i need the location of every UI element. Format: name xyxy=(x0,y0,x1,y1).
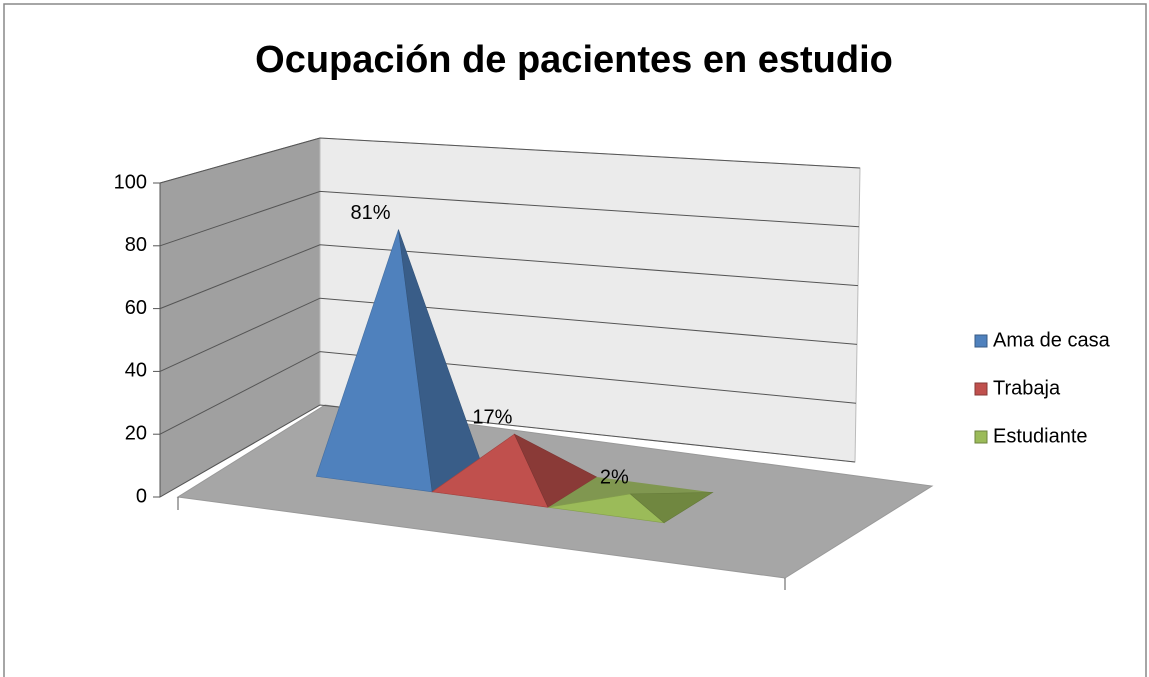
frame xyxy=(3,3,1147,677)
grid-line xyxy=(159,351,857,435)
data-label: 17% xyxy=(472,406,512,428)
legend-label: Estudiante xyxy=(993,425,1088,447)
legend-label: Trabaja xyxy=(993,377,1061,399)
chart-title: Ocupación de pacientes en estudio xyxy=(255,39,893,81)
data-label: 81% xyxy=(350,202,390,224)
pyramid-side xyxy=(629,492,714,524)
grid-line xyxy=(159,297,858,372)
grid-line xyxy=(159,137,861,184)
legend-swatch xyxy=(974,382,988,396)
y-tick-label: 60 xyxy=(125,297,147,319)
y-tick-label: 0 xyxy=(136,485,147,507)
legend-label: Ama de casa xyxy=(993,329,1111,351)
grid-line xyxy=(159,190,860,247)
grid-line xyxy=(159,404,856,498)
y-tick-label: 80 xyxy=(125,234,147,256)
legend-swatch xyxy=(974,334,988,348)
data-label: 2% xyxy=(600,466,629,488)
y-tick-label: 20 xyxy=(125,422,147,444)
y-tick-label: 100 xyxy=(114,171,147,193)
y-tick-label: 40 xyxy=(125,360,147,382)
grid-line xyxy=(159,244,859,310)
legend-swatch xyxy=(974,430,988,444)
